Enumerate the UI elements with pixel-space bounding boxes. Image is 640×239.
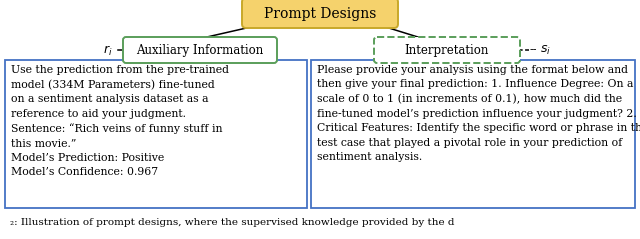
FancyBboxPatch shape	[242, 0, 398, 28]
Text: --: --	[530, 45, 538, 55]
Text: Use the prediction from the pre-trained
model (334M Parameters) fine-tuned
on a : Use the prediction from the pre-trained …	[11, 65, 229, 178]
Text: $r_i$: $r_i$	[103, 43, 113, 58]
Text: Prompt Designs: Prompt Designs	[264, 6, 376, 21]
Text: ₂: Illustration of prompt designs, where the supervised knowledge provided by th: ₂: Illustration of prompt designs, where…	[10, 218, 454, 227]
FancyBboxPatch shape	[374, 37, 520, 63]
Text: Auxiliary Information: Auxiliary Information	[136, 44, 264, 57]
FancyBboxPatch shape	[123, 37, 277, 63]
Text: Please provide your analysis using the format below and
then give your final pre: Please provide your analysis using the f…	[317, 65, 640, 162]
FancyBboxPatch shape	[311, 60, 635, 208]
FancyBboxPatch shape	[5, 60, 307, 208]
Text: $s_i$: $s_i$	[540, 44, 550, 57]
Text: Interpretation: Interpretation	[405, 44, 489, 57]
